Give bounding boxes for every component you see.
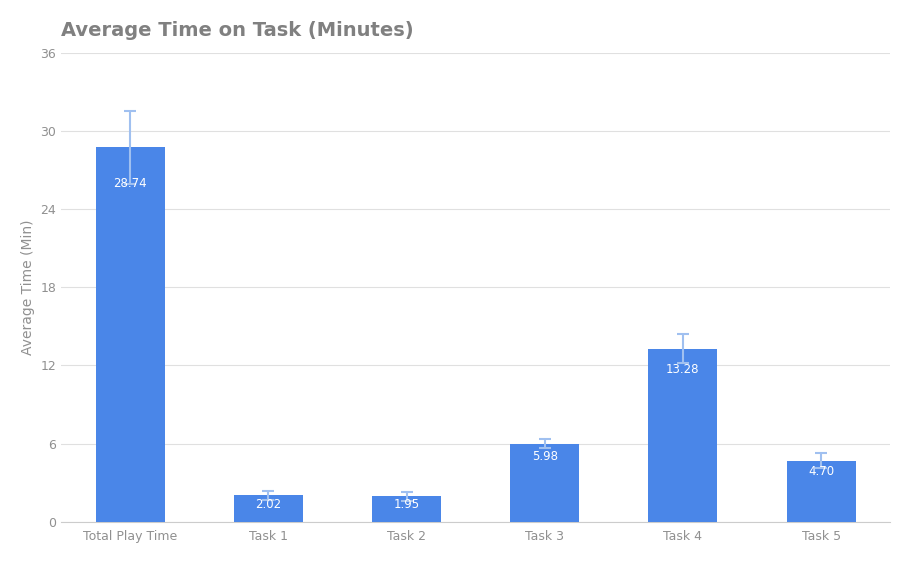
Text: 13.28: 13.28 — [666, 363, 700, 376]
Text: 2.02: 2.02 — [255, 497, 281, 510]
Text: Average Time on Task (Minutes): Average Time on Task (Minutes) — [61, 21, 414, 40]
Bar — [510, 444, 579, 522]
Text: 1.95: 1.95 — [394, 499, 420, 512]
Bar — [234, 496, 303, 522]
Text: 5.98: 5.98 — [532, 450, 558, 463]
Bar — [786, 461, 855, 522]
Text: 4.70: 4.70 — [808, 465, 834, 478]
Y-axis label: Average Time (Min): Average Time (Min) — [21, 219, 35, 355]
Text: 28.74: 28.74 — [113, 177, 147, 190]
Bar — [649, 349, 718, 522]
Bar — [372, 496, 441, 522]
Bar — [96, 147, 165, 522]
